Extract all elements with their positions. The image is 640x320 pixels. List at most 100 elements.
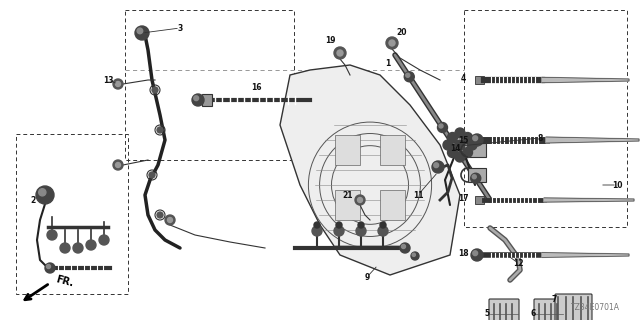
Circle shape <box>192 94 204 106</box>
Circle shape <box>356 226 366 236</box>
Circle shape <box>115 82 120 86</box>
Circle shape <box>411 252 419 260</box>
Circle shape <box>47 230 57 240</box>
Text: 6: 6 <box>531 308 536 317</box>
Circle shape <box>73 243 83 253</box>
Bar <box>475 196 484 204</box>
Circle shape <box>463 132 472 142</box>
Text: 15: 15 <box>458 135 468 145</box>
Polygon shape <box>542 252 629 257</box>
Circle shape <box>471 134 483 146</box>
Circle shape <box>439 124 443 128</box>
Polygon shape <box>542 77 629 83</box>
Text: 7: 7 <box>551 295 557 305</box>
Circle shape <box>36 186 54 204</box>
FancyBboxPatch shape <box>534 299 564 320</box>
Circle shape <box>337 50 343 56</box>
Circle shape <box>455 128 465 138</box>
Circle shape <box>152 87 158 93</box>
Circle shape <box>473 136 477 140</box>
Circle shape <box>312 226 322 236</box>
Text: 5: 5 <box>484 308 490 317</box>
Circle shape <box>157 212 163 218</box>
Circle shape <box>60 243 70 253</box>
Polygon shape <box>546 137 639 143</box>
Circle shape <box>99 235 109 245</box>
FancyBboxPatch shape <box>489 299 519 320</box>
Circle shape <box>38 189 46 196</box>
Circle shape <box>135 26 149 40</box>
Circle shape <box>47 265 51 268</box>
Circle shape <box>472 175 476 179</box>
Circle shape <box>447 132 458 142</box>
Text: 8: 8 <box>538 133 543 142</box>
Circle shape <box>314 222 320 228</box>
Text: 13: 13 <box>103 76 113 84</box>
Circle shape <box>389 40 395 46</box>
Circle shape <box>455 152 465 162</box>
Bar <box>335 190 360 220</box>
Bar <box>464 10 627 227</box>
Text: 2: 2 <box>30 196 36 204</box>
Circle shape <box>168 218 173 222</box>
Text: 21: 21 <box>343 190 353 199</box>
Circle shape <box>157 127 163 133</box>
Circle shape <box>473 251 477 256</box>
Circle shape <box>86 240 96 250</box>
Circle shape <box>45 263 55 273</box>
Circle shape <box>380 222 386 228</box>
Text: 11: 11 <box>413 190 423 199</box>
Text: 12: 12 <box>513 259 524 268</box>
Text: FR.: FR. <box>55 274 75 288</box>
Polygon shape <box>280 65 460 275</box>
Circle shape <box>355 195 365 205</box>
Circle shape <box>113 160 123 170</box>
Circle shape <box>400 243 410 253</box>
Circle shape <box>194 96 198 100</box>
Bar <box>16 134 128 294</box>
Text: 9: 9 <box>364 273 370 282</box>
Circle shape <box>443 140 453 150</box>
Text: 16: 16 <box>251 83 261 92</box>
Circle shape <box>471 249 483 261</box>
Circle shape <box>406 73 410 77</box>
Bar <box>380 190 405 220</box>
Circle shape <box>463 148 472 157</box>
Circle shape <box>404 72 414 82</box>
Text: TZ34E0701A: TZ34E0701A <box>571 303 620 312</box>
Text: 3: 3 <box>177 23 182 33</box>
Circle shape <box>434 163 438 168</box>
Text: 19: 19 <box>324 36 335 44</box>
Circle shape <box>412 253 415 256</box>
Circle shape <box>113 79 123 89</box>
Text: 20: 20 <box>397 28 407 36</box>
Circle shape <box>386 37 398 49</box>
Circle shape <box>336 222 342 228</box>
Text: 14: 14 <box>450 143 460 153</box>
Text: 17: 17 <box>458 194 468 203</box>
FancyBboxPatch shape <box>555 294 592 320</box>
Text: 1: 1 <box>385 59 390 68</box>
Circle shape <box>447 148 458 157</box>
Circle shape <box>467 140 477 150</box>
Circle shape <box>334 226 344 236</box>
Bar <box>468 143 486 157</box>
Circle shape <box>149 172 155 178</box>
Text: 10: 10 <box>612 180 622 189</box>
Circle shape <box>401 244 406 249</box>
Text: 4: 4 <box>460 74 466 83</box>
Text: 18: 18 <box>458 249 468 258</box>
Bar <box>335 135 360 165</box>
Circle shape <box>455 140 465 150</box>
Circle shape <box>115 163 120 167</box>
Bar <box>202 94 212 106</box>
Bar <box>380 135 405 165</box>
Circle shape <box>471 173 481 183</box>
Circle shape <box>432 161 444 173</box>
Circle shape <box>334 47 346 59</box>
Circle shape <box>165 215 175 225</box>
Bar <box>468 168 486 182</box>
Bar <box>125 10 294 160</box>
Circle shape <box>137 28 143 34</box>
Circle shape <box>358 197 362 203</box>
